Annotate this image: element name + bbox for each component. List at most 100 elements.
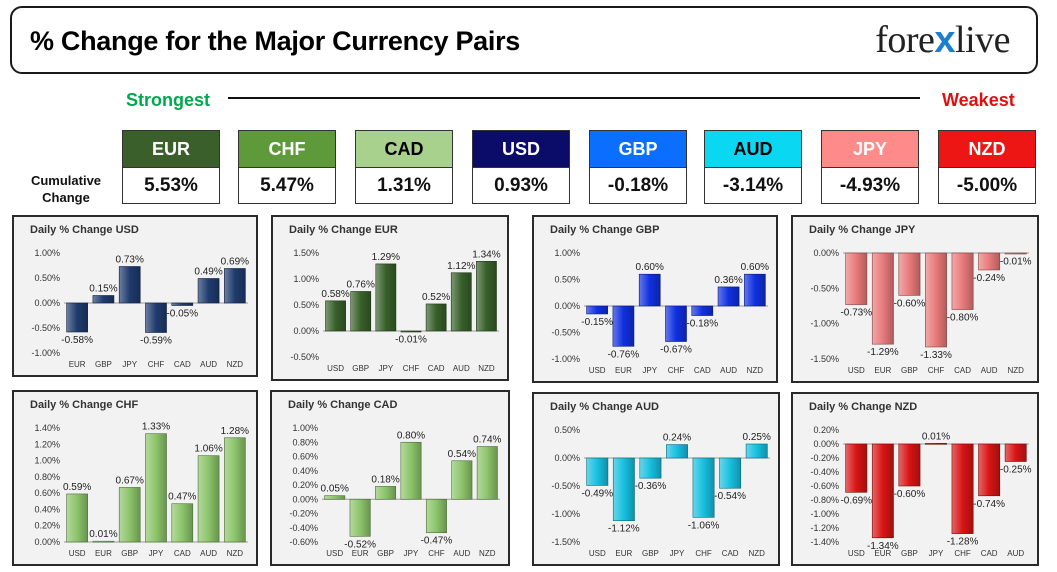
cumulative-tile-eur: EUR 5.53%	[122, 130, 220, 204]
bar	[745, 443, 768, 459]
data-label: -0.60%	[894, 298, 926, 309]
y-tick-label: 0.60%	[292, 452, 318, 462]
category-label: EUR	[69, 360, 86, 369]
data-label: -1.28%	[947, 537, 979, 548]
bar	[612, 305, 635, 347]
category-label: CHF	[954, 549, 971, 558]
y-tick-label: -1.00%	[31, 348, 60, 358]
bar	[66, 302, 88, 333]
bar	[476, 261, 497, 332]
panel-eur: Daily % Change EUR 1.50% 1.00% 0.50% 0.00% -…	[271, 215, 509, 381]
panel-chf: Daily % Change CHF 1.40% 1.20% 1.00% 0.80% 0…	[12, 390, 258, 566]
category-label: CAD	[174, 360, 191, 369]
forexlive-logo: forexlive	[875, 19, 1010, 61]
data-label: -0.69%	[840, 495, 872, 506]
bar	[400, 330, 422, 333]
data-label: 1.29%	[372, 252, 400, 263]
data-label: -0.15%	[581, 317, 613, 328]
category-label: CAD	[722, 549, 739, 558]
bar	[978, 252, 1001, 271]
bar	[425, 303, 447, 332]
data-label: 0.18%	[371, 474, 399, 485]
category-label: NZD	[479, 549, 496, 558]
category-label: CHF	[148, 360, 165, 369]
category-label: EUR	[615, 549, 632, 558]
y-tick-label: -0.50%	[31, 323, 60, 333]
category-label: GBP	[121, 549, 138, 558]
bar	[951, 252, 974, 310]
chart-eur: 1.50% 1.00% 0.50% 0.00% -0.50% 0.58% USD 0.76% G…	[290, 248, 500, 373]
category-label: GBP	[95, 360, 112, 369]
bar	[118, 487, 141, 543]
data-label: -0.25%	[1000, 465, 1032, 476]
header-banner: % Change for the Major Currency Pairs fo…	[10, 6, 1038, 74]
category-label: USD	[589, 366, 606, 375]
y-tick-label: 0.40%	[292, 466, 318, 476]
bar	[691, 305, 714, 316]
bar	[719, 457, 742, 489]
bar	[118, 266, 141, 304]
data-label: -0.73%	[840, 308, 872, 319]
y-tick-label: 1.00%	[34, 248, 60, 258]
data-label: -1.34%	[867, 541, 899, 552]
cumulative-tile-nzd: NZD -5.00%	[938, 130, 1036, 204]
category-label: GBP	[642, 549, 659, 558]
y-tick-label: 0.80%	[34, 472, 60, 482]
y-tick-label: 0.00%	[292, 494, 318, 504]
cumulative-value: -4.93%	[839, 175, 901, 196]
data-label: -0.01%	[1000, 257, 1032, 268]
panel-title: Daily % Change GBP	[550, 224, 660, 236]
bar	[171, 302, 194, 306]
bar	[450, 272, 472, 332]
data-label: 0.59%	[63, 482, 91, 493]
data-label: -1.29%	[867, 347, 899, 358]
category-label: JPY	[642, 366, 657, 375]
bar	[744, 273, 766, 307]
strongest-label: Strongest	[126, 90, 211, 110]
y-tick-label: 0.00%	[293, 326, 319, 336]
category-label: JPY	[929, 549, 944, 558]
panel-title: Daily % Change AUD	[550, 401, 660, 413]
category-label: GBP	[901, 549, 918, 558]
category-label: NZD	[227, 549, 244, 558]
bar	[451, 460, 473, 500]
y-tick-label: 1.50%	[293, 248, 319, 258]
bar	[145, 302, 167, 333]
category-label: EUR	[874, 549, 891, 558]
data-label: 0.60%	[636, 262, 664, 273]
bar	[349, 498, 371, 537]
category-label: JPY	[379, 364, 394, 373]
chart-nzd: 0.20% 0.00% -0.20% -0.40% -0.60% -0.80% -1.00%…	[810, 425, 1032, 558]
y-tick-label: -0.60%	[810, 481, 839, 491]
category-label: AUD	[453, 364, 470, 373]
cumulative-tile-jpy: JPY -4.93%	[821, 130, 919, 204]
bar	[1004, 252, 1027, 255]
panel-cad: Daily % Change CAD 1.00% 0.80% 0.60% 0.40% 0…	[270, 390, 510, 566]
y-tick-label: 0.80%	[292, 437, 318, 447]
category-label: JPY	[670, 549, 685, 558]
data-label: -1.06%	[688, 520, 720, 531]
cumulative-tile-gbp: GBP -0.18%	[589, 130, 687, 204]
panel-title: Daily % Change JPY	[809, 224, 916, 236]
bar	[612, 457, 635, 522]
chart-chf: 1.40% 1.20% 1.00% 0.80% 0.60% 0.40% 0.20% 0.00%…	[34, 422, 249, 558]
cumulative-change-label: Cumulative Change	[30, 173, 102, 205]
bar	[66, 493, 88, 543]
bar	[92, 540, 115, 543]
category-label: CAD	[174, 549, 191, 558]
data-label: 0.24%	[663, 433, 691, 444]
category-label: AUD	[720, 366, 737, 375]
data-label: 0.05%	[321, 484, 349, 495]
category-label: EUR	[874, 366, 891, 375]
category-label: JPY	[404, 549, 419, 558]
data-label: 0.36%	[714, 275, 742, 286]
category-label: CHF	[403, 364, 420, 373]
data-label: -0.18%	[686, 319, 718, 330]
bar	[171, 503, 194, 543]
cumulative-value: 5.47%	[260, 175, 314, 196]
bar	[324, 495, 346, 500]
data-label: -0.05%	[166, 309, 198, 320]
y-tick-label: 0.50%	[554, 425, 580, 435]
data-label: 0.76%	[347, 279, 375, 290]
currency-code: AUD	[705, 131, 801, 168]
